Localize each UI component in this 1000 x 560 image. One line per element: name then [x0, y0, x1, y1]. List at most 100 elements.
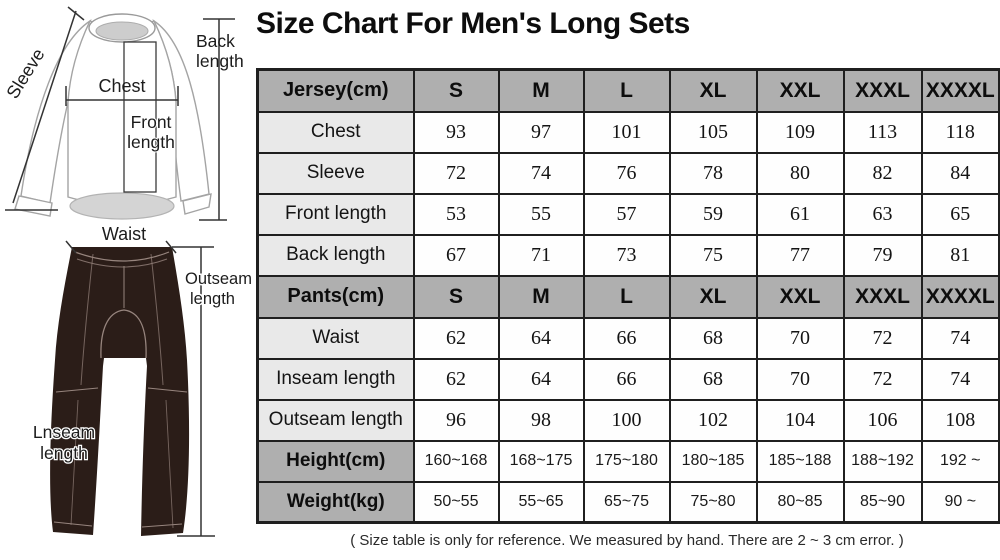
row-label: Inseam length: [256, 357, 415, 401]
waist-ticks: [65, 240, 177, 254]
value-cell: 70: [755, 357, 845, 401]
table-row-pants-header: Pants(cm) S M L XL XXL XXXL XXXXL: [256, 274, 1000, 319]
value-cell: 104: [755, 398, 845, 442]
value-cell: 73: [582, 233, 671, 277]
value-cell: 64: [497, 357, 585, 401]
value-cell: 77: [755, 233, 845, 277]
range-cell: 55~65: [497, 480, 585, 524]
value-cell: 62: [412, 316, 500, 360]
value-cell: 67: [412, 233, 500, 277]
pants-drawing: [50, 247, 190, 536]
section-label: Jersey(cm): [256, 68, 415, 113]
range-cell: 192 ~: [920, 439, 1000, 483]
value-cell: 74: [920, 357, 1000, 401]
range-cell: 90 ~: [920, 480, 1000, 524]
value-cell: 72: [842, 316, 923, 360]
value-cell: 64: [497, 316, 585, 360]
size-col-header: XXXXL: [920, 68, 1000, 113]
value-cell: 109: [755, 110, 845, 154]
jersey-chest-label: Chest: [98, 76, 145, 96]
value-cell: 74: [497, 151, 585, 195]
value-cell: 57: [582, 192, 671, 236]
value-cell: 72: [412, 151, 500, 195]
jersey-left-cuff: [14, 195, 53, 217]
pants-silhouette: [50, 247, 190, 536]
value-cell: 80: [755, 151, 845, 195]
pants-outseam-label-line2: length: [190, 290, 235, 308]
size-col-header: L: [582, 68, 671, 113]
value-cell: 66: [582, 357, 671, 401]
pants-measure-lines: [65, 240, 215, 537]
value-cell: 78: [668, 151, 758, 195]
table-row-jersey-header: Jersey(cm) S M L XL XXL XXXL XXXXL: [256, 68, 1000, 113]
table-row-inseam-length: Inseam length 62 64 66 68 70 72 74: [256, 357, 1000, 401]
range-cell: 75~80: [668, 480, 758, 524]
size-col-header: XXL: [755, 68, 845, 113]
value-cell: 70: [755, 316, 845, 360]
sleeve-measure-line: [12, 10, 77, 204]
chest-measure-line: [65, 86, 179, 106]
row-label: Front length: [256, 192, 415, 236]
garment-measurement-diagram: Sleeve Chest Back length Front length Wa…: [2, 6, 253, 537]
pants-waist-seam-1: [74, 251, 170, 262]
jersey-drawing: [14, 13, 212, 220]
value-cell: 66: [582, 316, 671, 360]
size-col-header: S: [412, 68, 500, 113]
value-cell: 61: [755, 192, 845, 236]
table-row-sleeve: Sleeve 72 74 76 78 80 82 84: [256, 151, 1000, 195]
reference-note: ( Size table is only for reference. We m…: [350, 532, 904, 549]
pants-knee-seams: [55, 387, 188, 393]
value-cell: 102: [668, 398, 758, 442]
range-cell: 160~168: [412, 439, 500, 483]
range-cell: 180~185: [668, 439, 758, 483]
value-cell: 53: [412, 192, 500, 236]
back-length-measure-line: [199, 18, 235, 221]
jersey-right-cuff: [182, 193, 212, 215]
value-cell: 65: [920, 192, 1000, 236]
row-label: Outseam length: [256, 398, 415, 442]
row-label: Waist: [256, 316, 415, 360]
row-label: Sleeve: [256, 151, 415, 195]
range-cell: 50~55: [412, 480, 500, 524]
range-cell: 80~85: [755, 480, 845, 524]
value-cell: 97: [497, 110, 585, 154]
table-row-outseam-length: Outseam length 96 98 100 102 104 106 108: [256, 398, 1000, 442]
value-cell: 100: [582, 398, 671, 442]
value-cell: 59: [668, 192, 758, 236]
size-col-header: XL: [668, 68, 758, 113]
jersey-back-length-label-line1: Back: [196, 31, 235, 51]
pants-outseam-label-line1: Outseam: [185, 270, 252, 288]
value-cell: 96: [412, 398, 500, 442]
pants-cuff-seams: [53, 521, 183, 528]
jersey-measure-lines: [5, 6, 235, 221]
value-cell: 72: [842, 357, 923, 401]
value-cell: 93: [412, 110, 500, 154]
table-row-front-length: Front length 53 55 57 59 61 63 65: [256, 192, 1000, 236]
value-cell: 81: [920, 233, 1000, 277]
size-col-header: XXXL: [842, 274, 923, 319]
size-col-header: S: [412, 274, 500, 319]
row-label: Back length: [256, 233, 415, 277]
table-row-weight: Weight(kg) 50~55 55~65 65~75 75~80 80~85…: [256, 480, 1000, 524]
value-cell: 63: [842, 192, 923, 236]
table-row-waist: Waist 62 64 66 68 70 72 74: [256, 316, 1000, 360]
front-length-measure-box: [123, 41, 157, 193]
range-cell: 85~90: [842, 480, 923, 524]
value-cell: 113: [842, 110, 923, 154]
size-col-header: XXL: [755, 274, 845, 319]
value-cell: 84: [920, 151, 1000, 195]
table-row-chest: Chest 93 97 101 105 109 113 118: [256, 110, 1000, 154]
row-label: Height(cm): [256, 439, 415, 483]
value-cell: 118: [920, 110, 1000, 154]
value-cell: 68: [668, 357, 758, 401]
jersey-front-length-label-line2: length: [127, 132, 175, 152]
section-label: Pants(cm): [256, 274, 415, 319]
value-cell: 98: [497, 398, 585, 442]
row-label: Weight(kg): [256, 480, 415, 524]
jersey-sleeve-label: Sleeve: [2, 45, 48, 102]
value-cell: 82: [842, 151, 923, 195]
size-col-header: XXXL: [842, 68, 923, 113]
sleeve-top-tick: [67, 6, 85, 21]
value-cell: 106: [842, 398, 923, 442]
